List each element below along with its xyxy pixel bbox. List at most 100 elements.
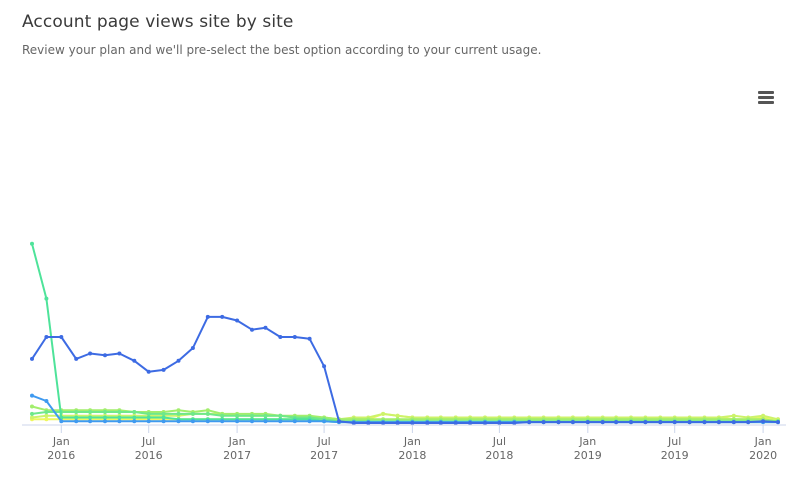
data-point[interactable]: [205, 411, 210, 416]
data-point[interactable]: [556, 420, 561, 425]
data-point[interactable]: [44, 410, 49, 414]
data-point[interactable]: [527, 420, 532, 425]
series-2[interactable]: [30, 241, 780, 425]
data-point[interactable]: [235, 419, 240, 424]
data-point[interactable]: [30, 241, 34, 246]
data-point[interactable]: [190, 346, 195, 350]
data-point[interactable]: [278, 335, 283, 339]
data-point[interactable]: [585, 420, 590, 425]
data-point[interactable]: [59, 419, 64, 424]
data-point[interactable]: [205, 408, 210, 413]
data-point[interactable]: [761, 419, 766, 424]
data-point[interactable]: [146, 415, 151, 420]
data-point[interactable]: [235, 413, 240, 418]
series-0[interactable]: [30, 314, 780, 425]
data-point[interactable]: [132, 415, 137, 420]
data-point[interactable]: [322, 419, 327, 424]
chart-context-menu-button[interactable]: [754, 86, 778, 108]
data-point[interactable]: [468, 421, 473, 425]
data-point[interactable]: [88, 410, 93, 414]
data-point[interactable]: [132, 419, 137, 424]
data-point[interactable]: [263, 413, 268, 418]
data-point[interactable]: [512, 421, 517, 425]
data-point[interactable]: [44, 417, 49, 422]
data-point[interactable]: [74, 415, 79, 420]
data-point[interactable]: [176, 411, 181, 416]
data-point[interactable]: [438, 421, 443, 425]
data-point[interactable]: [146, 419, 151, 424]
data-point[interactable]: [263, 325, 268, 330]
data-point[interactable]: [103, 410, 107, 414]
series-line[interactable]: [31, 405, 779, 423]
data-point[interactable]: [59, 335, 64, 339]
data-point[interactable]: [731, 413, 736, 418]
data-point[interactable]: [74, 356, 79, 361]
data-point[interactable]: [307, 336, 312, 341]
data-point[interactable]: [614, 420, 619, 425]
data-point[interactable]: [220, 413, 225, 418]
data-point[interactable]: [307, 419, 312, 424]
data-point[interactable]: [337, 419, 341, 424]
data-point[interactable]: [88, 415, 93, 420]
series-line[interactable]: [31, 412, 779, 421]
data-point[interactable]: [235, 318, 240, 323]
data-point[interactable]: [176, 358, 181, 363]
data-point[interactable]: [776, 420, 780, 425]
data-point[interactable]: [30, 393, 34, 398]
data-point[interactable]: [117, 410, 122, 414]
data-point[interactable]: [132, 410, 137, 414]
data-point[interactable]: [220, 314, 225, 319]
data-point[interactable]: [381, 421, 386, 425]
data-point[interactable]: [425, 421, 430, 425]
data-point[interactable]: [278, 419, 283, 424]
data-point[interactable]: [30, 411, 34, 416]
data-point[interactable]: [381, 411, 386, 416]
data-point[interactable]: [292, 419, 297, 424]
data-point[interactable]: [176, 408, 181, 413]
data-point[interactable]: [410, 421, 415, 425]
data-point[interactable]: [103, 353, 107, 358]
data-point[interactable]: [731, 420, 736, 425]
series-line[interactable]: [31, 315, 779, 424]
data-point[interactable]: [161, 411, 166, 416]
data-point[interactable]: [161, 415, 166, 420]
data-point[interactable]: [205, 419, 210, 424]
data-point[interactable]: [74, 410, 79, 414]
data-point[interactable]: [88, 419, 93, 424]
data-point[interactable]: [176, 419, 181, 424]
data-point[interactable]: [600, 420, 605, 425]
data-point[interactable]: [278, 413, 283, 418]
data-point[interactable]: [30, 415, 34, 420]
data-point[interactable]: [250, 327, 254, 332]
data-point[interactable]: [761, 413, 766, 418]
data-point[interactable]: [395, 413, 400, 418]
data-point[interactable]: [366, 421, 371, 425]
data-point[interactable]: [132, 358, 137, 363]
series-line[interactable]: [31, 243, 778, 424]
data-point[interactable]: [497, 421, 502, 425]
data-point[interactable]: [250, 419, 254, 424]
data-point[interactable]: [44, 399, 49, 403]
data-point[interactable]: [658, 420, 663, 425]
data-point[interactable]: [30, 356, 34, 361]
data-point[interactable]: [292, 335, 297, 339]
data-point[interactable]: [103, 415, 107, 420]
data-point[interactable]: [483, 421, 487, 425]
data-point[interactable]: [220, 419, 225, 424]
data-point[interactable]: [161, 419, 166, 424]
data-point[interactable]: [351, 421, 356, 425]
data-point[interactable]: [453, 421, 458, 425]
data-point[interactable]: [205, 314, 210, 319]
data-point[interactable]: [395, 421, 400, 425]
data-point[interactable]: [146, 369, 151, 374]
data-point[interactable]: [146, 411, 151, 416]
data-point[interactable]: [44, 335, 49, 339]
data-point[interactable]: [44, 296, 49, 301]
data-point[interactable]: [44, 413, 49, 418]
data-point[interactable]: [117, 419, 122, 424]
data-point[interactable]: [541, 420, 546, 425]
data-point[interactable]: [746, 420, 751, 425]
data-point[interactable]: [88, 351, 93, 356]
data-point[interactable]: [672, 420, 677, 425]
data-point[interactable]: [570, 420, 575, 425]
